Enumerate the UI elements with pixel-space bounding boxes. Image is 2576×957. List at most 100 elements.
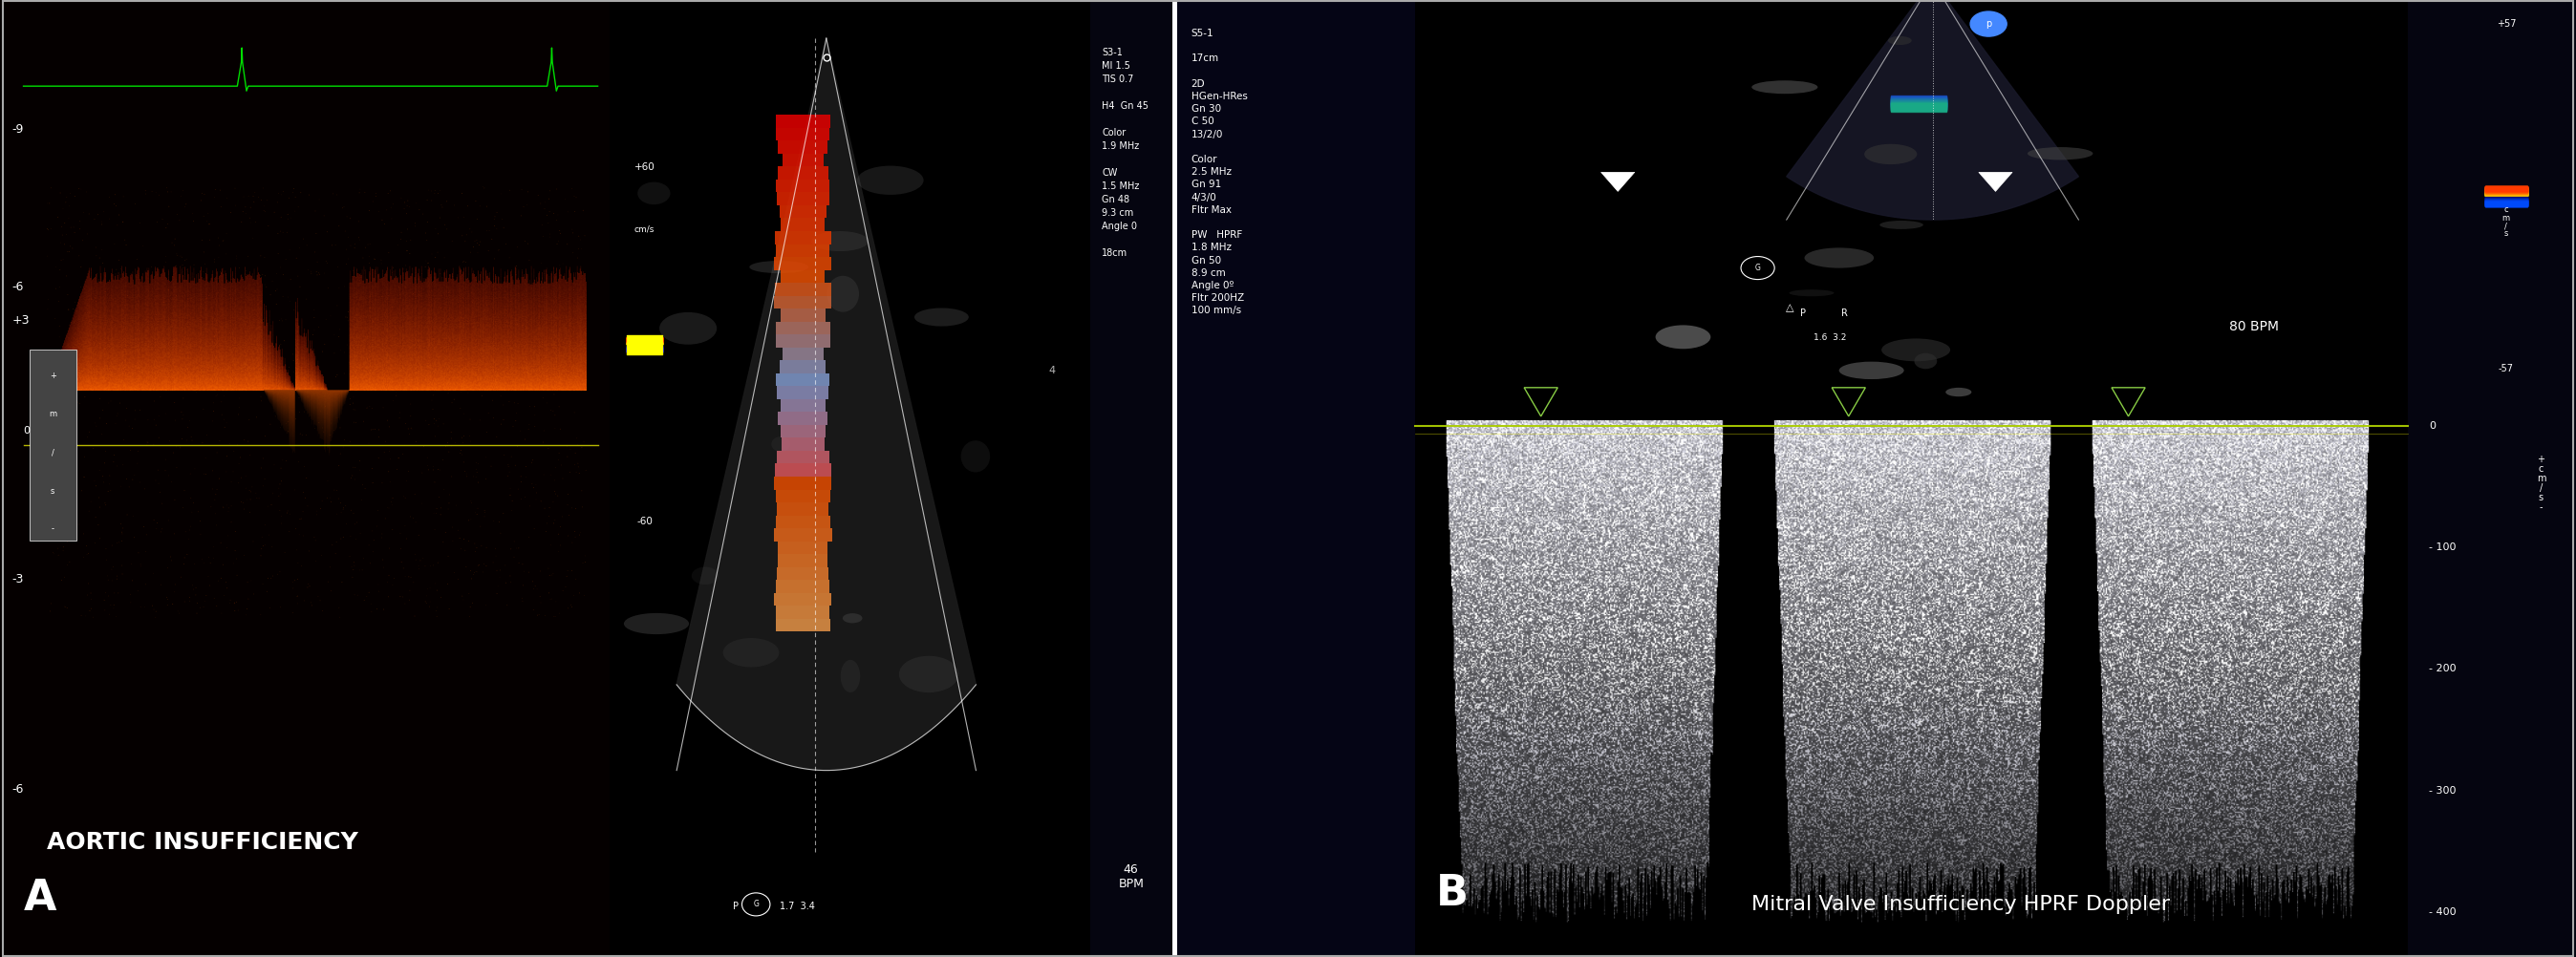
Point — [106, 507, 147, 523]
Point — [219, 407, 260, 422]
Point — [196, 518, 237, 533]
Point — [265, 225, 307, 240]
Point — [70, 603, 111, 618]
Point — [144, 301, 185, 317]
Point — [278, 389, 319, 405]
Point — [322, 439, 363, 455]
Point — [425, 193, 466, 209]
Point — [443, 290, 484, 305]
Point — [75, 290, 116, 305]
Point — [368, 288, 410, 303]
Polygon shape — [1978, 172, 2012, 191]
Point — [152, 475, 193, 490]
Point — [263, 289, 304, 304]
Bar — [2409, 0, 2576, 957]
Point — [67, 538, 108, 553]
Point — [46, 343, 88, 358]
Point — [162, 432, 204, 447]
Point — [551, 597, 592, 612]
Point — [556, 456, 598, 471]
Point — [173, 495, 214, 510]
Point — [443, 274, 484, 289]
Point — [103, 521, 144, 536]
Point — [88, 477, 129, 492]
Point — [211, 367, 252, 382]
Point — [222, 214, 263, 230]
Point — [258, 480, 299, 496]
Point — [456, 235, 497, 251]
Point — [247, 192, 289, 208]
Point — [196, 323, 237, 339]
Point — [252, 457, 294, 473]
Point — [113, 332, 155, 347]
Point — [64, 281, 106, 297]
Point — [28, 292, 70, 307]
Point — [95, 416, 137, 432]
Point — [80, 216, 121, 232]
Point — [93, 236, 134, 252]
Point — [299, 320, 340, 335]
Point — [75, 239, 116, 255]
Point — [175, 290, 216, 305]
Point — [314, 327, 355, 343]
Point — [155, 258, 196, 274]
Point — [420, 323, 461, 339]
Point — [474, 251, 515, 266]
Point — [49, 530, 90, 545]
Point — [459, 558, 500, 573]
Point — [49, 554, 90, 569]
Point — [240, 192, 281, 208]
Point — [549, 381, 590, 396]
Point — [85, 603, 126, 618]
Point — [415, 603, 456, 618]
Point — [531, 591, 572, 607]
Point — [412, 331, 453, 346]
Point — [371, 498, 412, 513]
Point — [348, 585, 389, 600]
Point — [489, 542, 531, 557]
Point — [538, 399, 580, 414]
Point — [170, 490, 211, 505]
Point — [219, 367, 260, 382]
Point — [335, 415, 376, 431]
Point — [255, 283, 296, 299]
Point — [546, 236, 587, 252]
Point — [234, 185, 276, 200]
Point — [278, 382, 319, 397]
Point — [157, 248, 198, 263]
Point — [425, 221, 466, 236]
Point — [301, 345, 343, 360]
Point — [193, 404, 234, 419]
Point — [268, 242, 309, 257]
Point — [451, 295, 492, 310]
Point — [410, 294, 451, 309]
Point — [173, 578, 214, 593]
Point — [379, 287, 420, 302]
Point — [477, 548, 518, 564]
Point — [307, 574, 348, 590]
Point — [88, 607, 129, 622]
Point — [75, 294, 116, 309]
Point — [412, 462, 453, 478]
Point — [376, 388, 417, 403]
Point — [531, 306, 572, 322]
Point — [134, 436, 175, 452]
Point — [361, 530, 402, 545]
Point — [513, 276, 554, 291]
Point — [420, 183, 461, 198]
Point — [384, 490, 425, 505]
Point — [554, 457, 595, 473]
Point — [286, 291, 327, 306]
Point — [394, 552, 435, 568]
Point — [111, 345, 152, 360]
Point — [489, 480, 531, 496]
Point — [471, 555, 513, 570]
Point — [204, 389, 245, 404]
Point — [36, 458, 77, 474]
Point — [214, 556, 255, 571]
Point — [453, 234, 495, 249]
Point — [77, 207, 118, 222]
Point — [466, 471, 507, 486]
Point — [95, 291, 137, 306]
Point — [198, 285, 240, 300]
